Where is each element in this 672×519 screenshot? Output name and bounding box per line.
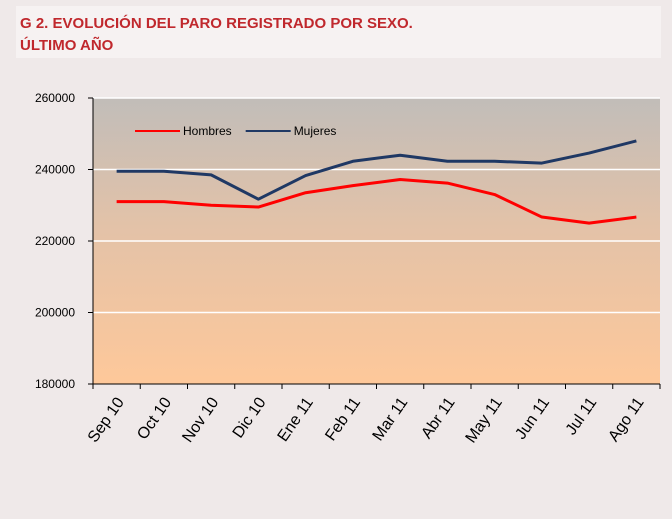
legend-label: Mujeres bbox=[294, 124, 337, 138]
chart-title: G 2. EVOLUCIÓN DEL PARO REGISTRADO POR S… bbox=[20, 14, 413, 32]
y-tick-label: 260000 bbox=[35, 91, 75, 105]
chart-subtitle: ÚLTIMO AÑO bbox=[20, 36, 114, 54]
title-box bbox=[16, 6, 661, 58]
y-tick-label: 200000 bbox=[35, 306, 75, 320]
line-series bbox=[116, 139, 637, 201]
y-tick-label: 220000 bbox=[35, 234, 75, 248]
line-series bbox=[116, 178, 637, 225]
y-tick-label: 240000 bbox=[35, 163, 75, 177]
legend-label: Hombres bbox=[183, 124, 232, 138]
y-tick-label: 180000 bbox=[35, 377, 75, 391]
